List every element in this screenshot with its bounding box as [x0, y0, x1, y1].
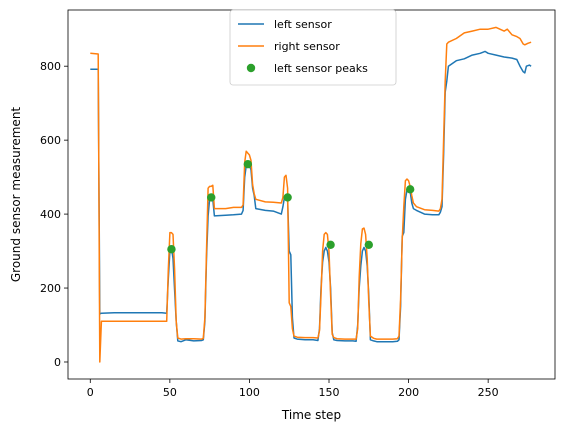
legend-box: [229, 9, 397, 86]
legend-label: left sensor: [274, 18, 332, 31]
peak-marker: [243, 159, 253, 169]
peak-marker: [207, 193, 216, 202]
y-tick-label: 400: [40, 208, 61, 221]
peak-marker: [326, 240, 335, 249]
x-tick-label: 250: [478, 386, 499, 399]
x-tick-label: 200: [398, 386, 419, 399]
x-tick-label: 150: [319, 386, 340, 399]
y-tick-label: 200: [40, 282, 61, 295]
y-tick-label: 0: [54, 356, 61, 369]
x-tick-label: 100: [239, 386, 260, 399]
peak-marker: [167, 245, 176, 254]
y-tick-label: 600: [40, 134, 61, 147]
x-tick-label: 50: [163, 386, 177, 399]
legend-label: left sensor peaks: [274, 62, 368, 75]
x-axis-label: Time step: [281, 408, 341, 422]
legend-swatch: [246, 63, 256, 73]
peak-marker: [405, 185, 415, 194]
peak-marker: [283, 193, 292, 202]
y-axis-label: Ground sensor measurement: [9, 107, 23, 283]
legend-label: right sensor: [274, 40, 340, 53]
series-line-1: [90, 50, 532, 343]
y-tick-label: 800: [40, 60, 61, 73]
legend: left sensor right sensor left sensor peaks: [229, 9, 397, 86]
x-tick-label: 0: [87, 386, 94, 399]
peak-marker: [364, 240, 373, 249]
ticks-layer: 0 50 100 150 200 250 0 200 400 600 800: [40, 60, 499, 399]
series-layer: [90, 26, 532, 363]
series-line-2: [90, 26, 532, 363]
